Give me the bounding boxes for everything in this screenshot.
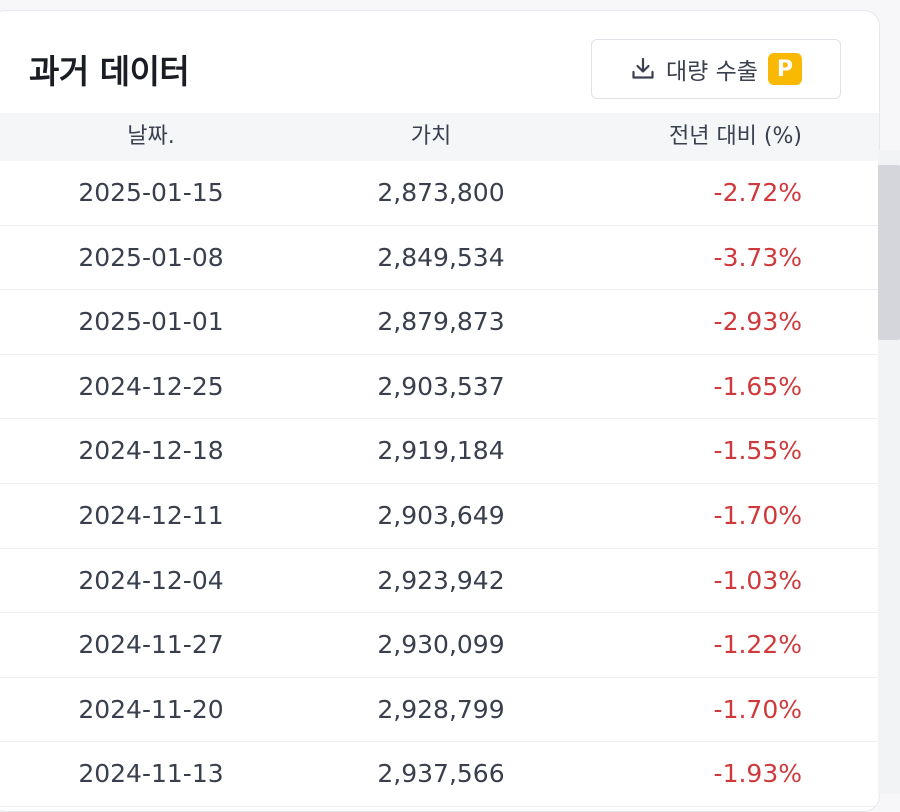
table-row: 2024-12-11 2,903,649 -1.70% <box>0 484 879 549</box>
yoy-change-cell: -2.93% <box>713 307 802 337</box>
value-cell: 2,923,942 <box>377 565 505 595</box>
date-cell: 2024-12-25 <box>78 371 224 401</box>
date-cell: 2024-12-04 <box>78 565 224 595</box>
value-cell: 2,903,649 <box>377 500 505 530</box>
table-row: 2025-01-08 2,849,534 -3.73% <box>0 226 879 291</box>
download-icon <box>630 56 656 82</box>
yoy-change-cell: -1.70% <box>713 694 802 724</box>
date-cell: 2024-12-18 <box>78 436 224 466</box>
table-header: 날짜. 가치 전년 대비 (%) <box>0 113 879 161</box>
table-row: 2024-12-04 2,923,942 -1.03% <box>0 549 879 614</box>
value-cell: 2,937,566 <box>377 759 505 789</box>
table-row: 2025-01-15 2,873,800 -2.72% <box>0 161 879 226</box>
panel-header: 과거 데이터 대량 수출 P <box>0 11 879 113</box>
historical-data-panel: 과거 데이터 대량 수출 P 날짜. 가치 전년 대비 (%) 2025-01-… <box>0 10 880 812</box>
table-row: 2024-11-13 2,937,566 -1.93% <box>0 742 879 807</box>
yoy-change-cell: -1.03% <box>713 565 802 595</box>
bulk-export-button[interactable]: 대량 수출 P <box>591 39 841 99</box>
date-cell: 2025-01-08 <box>78 242 224 272</box>
date-cell: 2025-01-15 <box>78 178 224 207</box>
yoy-change-cell: -1.93% <box>713 759 802 789</box>
yoy-change-cell: -1.70% <box>713 500 802 530</box>
yoy-change-cell: -1.55% <box>713 436 802 466</box>
value-cell: 2,903,537 <box>377 371 505 401</box>
date-cell: 2025-01-01 <box>78 307 224 337</box>
value-cell: 2,930,099 <box>377 630 505 660</box>
scrollbar-thumb[interactable] <box>878 165 900 340</box>
premium-badge: P <box>767 53 802 85</box>
yoy-change-cell: -3.73% <box>713 242 802 272</box>
table-body: 2025-01-15 2,873,800 -2.72% 2025-01-08 2… <box>0 161 879 807</box>
value-cell: 2,919,184 <box>377 436 505 466</box>
column-header-value[interactable]: 가치 <box>410 124 452 149</box>
value-cell: 2,849,534 <box>377 242 505 272</box>
date-cell: 2024-11-13 <box>78 759 224 789</box>
table-row: 2024-11-20 2,928,799 -1.70% <box>0 678 879 743</box>
column-header-date[interactable]: 날짜. <box>127 124 175 149</box>
table-row: 2024-12-25 2,903,537 -1.65% <box>0 355 879 420</box>
table-row: 2024-12-18 2,919,184 -1.55% <box>0 419 879 484</box>
value-cell: 2,873,800 <box>377 178 505 207</box>
date-cell: 2024-11-20 <box>78 694 224 724</box>
date-cell: 2024-12-11 <box>78 500 224 530</box>
yoy-change-cell: -1.22% <box>713 630 802 660</box>
panel-title: 과거 데이터 <box>29 52 190 91</box>
column-header-yoy-change[interactable]: 전년 대비 (%) <box>668 124 802 149</box>
date-cell: 2024-11-27 <box>78 630 224 660</box>
bulk-export-label: 대량 수출 <box>666 59 758 85</box>
yoy-change-cell: -2.72% <box>713 178 802 207</box>
table-row: 2024-11-27 2,930,099 -1.22% <box>0 613 879 678</box>
table-row: 2025-01-01 2,879,873 -2.93% <box>0 290 879 355</box>
value-cell: 2,879,873 <box>377 307 505 337</box>
value-cell: 2,928,799 <box>377 694 505 724</box>
yoy-change-cell: -1.65% <box>713 371 802 401</box>
